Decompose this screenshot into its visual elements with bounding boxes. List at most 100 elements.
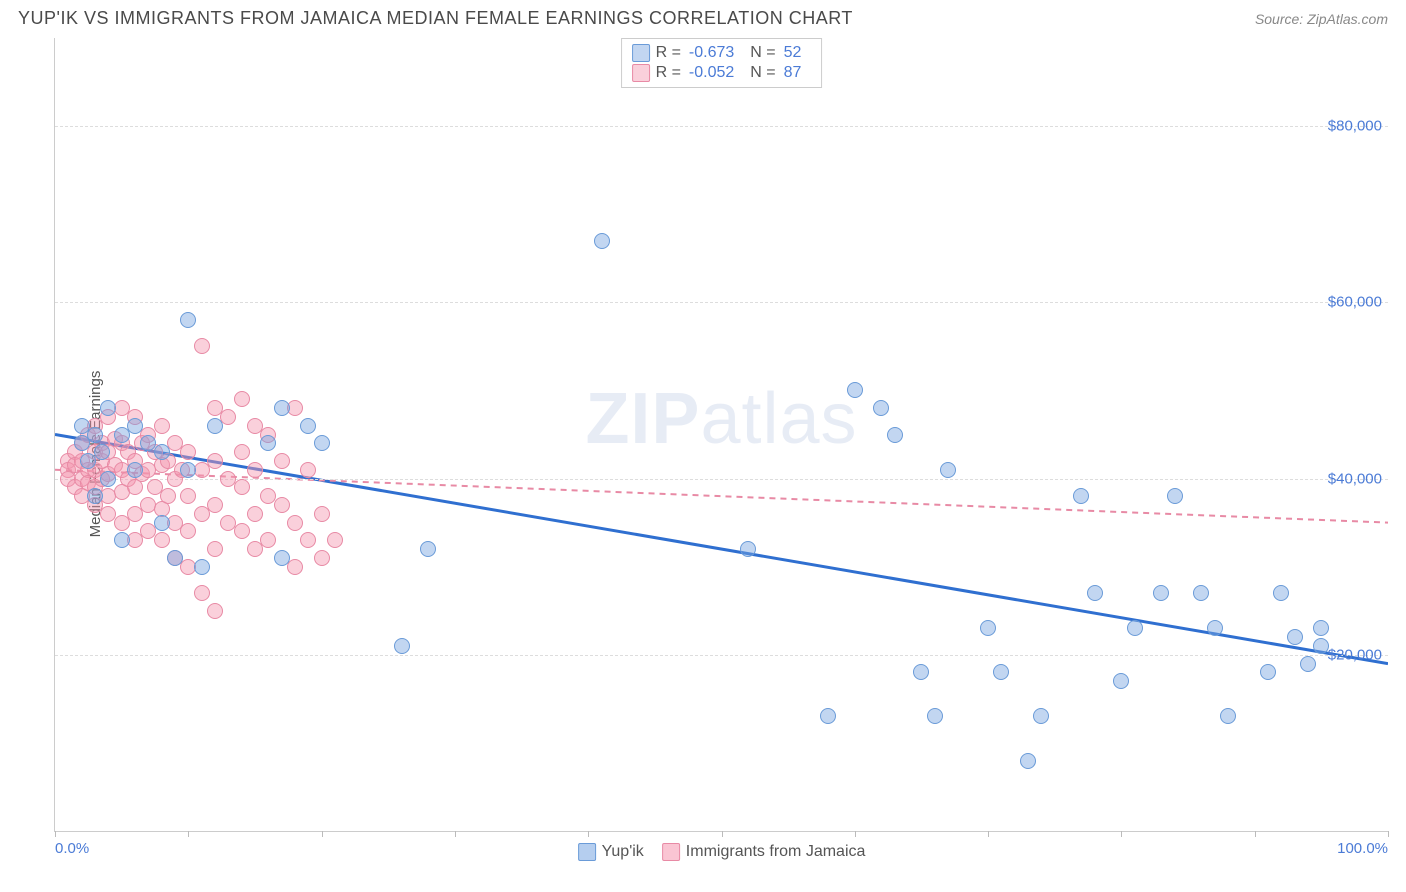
y-tick-label: $80,000: [1328, 118, 1382, 135]
x-tick-label: 100.0%: [1337, 840, 1388, 857]
data-point: [314, 506, 330, 522]
data-point: [207, 418, 223, 434]
y-tick-label: $20,000: [1328, 646, 1382, 663]
legend-swatch: [578, 843, 596, 861]
data-point: [287, 559, 303, 575]
data-point: [180, 312, 196, 328]
stat-label: N =: [750, 44, 775, 62]
gridline: [55, 479, 1388, 480]
stats-swatch: [632, 44, 650, 62]
data-point: [260, 435, 276, 451]
stats-row: R = -0.052N = 87: [632, 63, 812, 83]
legend: Yup'ik Immigrants from Jamaica: [578, 843, 866, 861]
data-point: [207, 603, 223, 619]
plot-area: ZIPatlas R = -0.673 N = 52R = -0.052 N = 8…: [54, 38, 1388, 832]
stat-r-value: -0.052: [689, 64, 734, 82]
data-point: [1313, 638, 1329, 654]
data-point: [820, 708, 836, 724]
data-point: [87, 488, 103, 504]
data-point: [980, 620, 996, 636]
data-point: [1153, 585, 1169, 601]
x-tick: [855, 831, 856, 837]
data-point: [114, 532, 130, 548]
data-point: [314, 435, 330, 451]
x-tick-label: 0.0%: [55, 840, 89, 857]
data-point: [873, 400, 889, 416]
data-point: [87, 427, 103, 443]
data-point: [234, 444, 250, 460]
watermark: ZIPatlas: [585, 378, 857, 460]
data-point: [94, 444, 110, 460]
x-tick: [588, 831, 589, 837]
x-tick: [322, 831, 323, 837]
source-label: Source: ZipAtlas.com: [1255, 11, 1388, 27]
data-point: [127, 462, 143, 478]
data-point: [887, 427, 903, 443]
data-point: [154, 532, 170, 548]
chart-title: YUP'IK VS IMMIGRANTS FROM JAMAICA MEDIAN…: [18, 8, 853, 29]
data-point: [194, 338, 210, 354]
trendlines-svg: [55, 38, 1388, 831]
data-point: [220, 409, 236, 425]
data-point: [913, 664, 929, 680]
x-tick: [1255, 831, 1256, 837]
data-point: [1073, 488, 1089, 504]
stat-label: R =: [656, 44, 681, 62]
x-tick: [55, 831, 56, 837]
data-point: [207, 541, 223, 557]
data-point: [300, 532, 316, 548]
stats-swatch: [632, 64, 650, 82]
data-point: [1167, 488, 1183, 504]
gridline: [55, 302, 1388, 303]
chart-container: Median Female Earnings ZIPatlas R = -0.6…: [18, 38, 1388, 870]
data-point: [420, 541, 436, 557]
data-point: [1260, 664, 1276, 680]
x-tick: [1121, 831, 1122, 837]
data-point: [1207, 620, 1223, 636]
x-tick: [722, 831, 723, 837]
y-tick-label: $40,000: [1328, 470, 1382, 487]
legend-swatch: [662, 843, 680, 861]
legend-label: Yup'ik: [602, 843, 644, 861]
stat-label: N =: [750, 64, 775, 82]
data-point: [940, 462, 956, 478]
data-point: [847, 382, 863, 398]
data-point: [594, 233, 610, 249]
data-point: [100, 471, 116, 487]
data-point: [1127, 620, 1143, 636]
data-point: [234, 391, 250, 407]
x-tick: [988, 831, 989, 837]
data-point: [300, 462, 316, 478]
data-point: [127, 418, 143, 434]
data-point: [927, 708, 943, 724]
data-point: [160, 488, 176, 504]
x-tick: [455, 831, 456, 837]
legend-item: Yup'ik: [578, 843, 644, 861]
data-point: [274, 550, 290, 566]
data-point: [260, 532, 276, 548]
data-point: [1273, 585, 1289, 601]
data-point: [1113, 673, 1129, 689]
data-point: [234, 523, 250, 539]
data-point: [247, 506, 263, 522]
data-point: [274, 497, 290, 513]
legend-label: Immigrants from Jamaica: [686, 843, 866, 861]
data-point: [274, 400, 290, 416]
data-point: [180, 523, 196, 539]
data-point: [154, 418, 170, 434]
data-point: [1193, 585, 1209, 601]
data-point: [1033, 708, 1049, 724]
stat-n-value: 52: [784, 44, 802, 62]
data-point: [207, 497, 223, 513]
data-point: [154, 515, 170, 531]
watermark-bold: ZIP: [585, 379, 700, 459]
stat-n-value: 87: [784, 64, 802, 82]
data-point: [234, 479, 250, 495]
data-point: [194, 559, 210, 575]
stats-row: R = -0.673 N = 52: [632, 43, 812, 63]
stat-r-value: -0.673: [689, 44, 734, 62]
data-point: [154, 444, 170, 460]
data-point: [300, 418, 316, 434]
gridline: [55, 126, 1388, 127]
data-point: [1300, 656, 1316, 672]
